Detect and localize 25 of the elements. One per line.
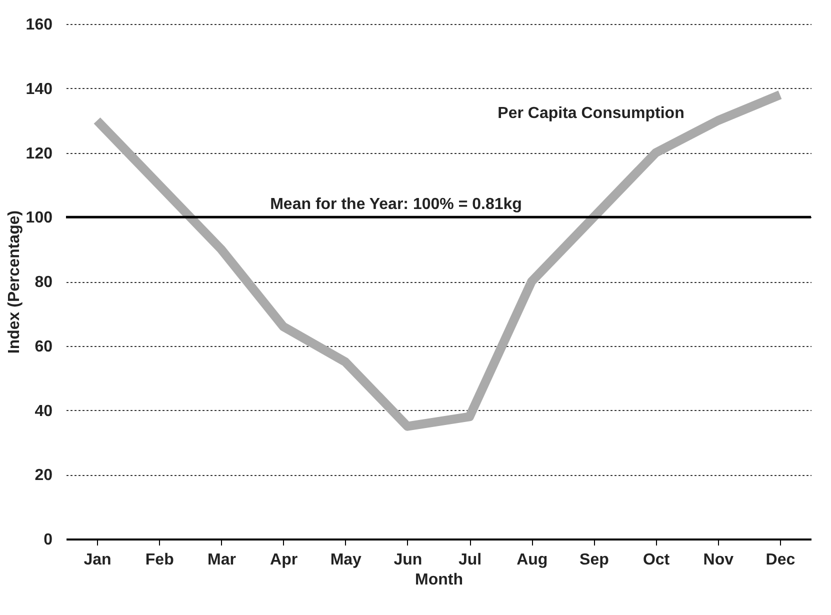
x-tick-label: Apr [270, 552, 298, 568]
x-tick-label: Oct [642, 552, 670, 568]
x-tick-label: May [330, 552, 362, 568]
y-tick-label: 160 [26, 16, 53, 34]
x-tick-label: Sep [580, 552, 610, 568]
y-tick-label: 20 [34, 467, 53, 484]
x-tick-label: Aug [516, 552, 548, 568]
y-tick-label: 120 [26, 145, 53, 162]
x-axis-title: Month [415, 572, 463, 588]
y-tick-label: 80 [34, 274, 53, 291]
x-tick-label: Jun [394, 552, 422, 568]
y-tick-label: 0 [44, 532, 53, 548]
y-axis-title: Index (Percentage) [6, 210, 23, 354]
x-tick-label: Dec [766, 552, 796, 568]
x-tick-label: Nov [703, 552, 734, 568]
y-tick-label: 40 [34, 402, 53, 420]
y-tick-label: 100 [26, 210, 53, 227]
annotation: Per Capita Consumption [498, 105, 684, 122]
x-tick-label: Mar [207, 552, 236, 568]
x-tick-label: Feb [145, 552, 174, 568]
x-tick-label: Jan [84, 552, 112, 568]
y-tick-label: 60 [34, 338, 53, 356]
y-tick-label: 140 [26, 80, 53, 98]
ref-line-label: Mean for the Year: 100% = 0.81kg [270, 196, 522, 214]
x-tick-label: Jul [458, 552, 482, 568]
